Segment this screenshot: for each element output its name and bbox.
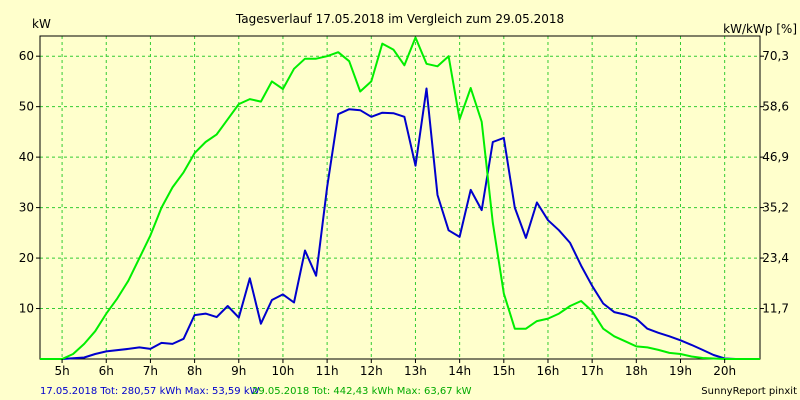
x-tick-label: 7h [143,364,158,378]
y-tick-label-right: 58,6 [762,100,789,114]
series1-summary: 17.05.2018 Tot: 280,57 kWh Max: 53,59 kW [40,386,260,397]
x-tick-label: 5h [54,364,69,378]
x-tick-label: 14h [448,364,471,378]
tick-layer: 5h 6h 7h 8h 9h 10h 11h 12h 13h 14h 15h 16h 17h 18h 19h… [19,49,789,378]
x-tick-label: 13h [404,364,427,378]
grid-layer [40,36,760,359]
y-tick-label-left: 10 [19,302,34,316]
x-tick-label: 9h [231,364,246,378]
y-tick-label-left: 20 [19,251,34,265]
x-tick-label: 11h [316,364,339,378]
credit-label: SunnyReport pinxit [701,386,797,397]
x-tick-label: 10h [272,364,295,378]
series-line-2 [40,36,760,360]
series2-summary: 29.05.2018 Tot: 442,43 kWh Max: 63,67 kW [252,386,472,397]
y-tick-label-right: 70,3 [762,49,789,63]
x-tick-label: 8h [187,364,202,378]
x-tick-label: 12h [360,364,383,378]
series-layer [40,36,760,360]
y-axis-right-label: kW/kWp [%] [723,22,797,36]
y-tick-label-left: 40 [19,150,34,164]
plot-frame [39,35,761,360]
series-line-1 [40,87,760,360]
x-tick-label: 6h [99,364,114,378]
x-tick-label: 20h [713,364,736,378]
x-tick-label: 19h [669,364,692,378]
chart-title: Tagesverlauf 17.05.2018 im Vergleich zum… [235,12,564,26]
y-tick-label-left: 30 [19,201,34,215]
y-tick-label-right: 23,4 [762,251,789,265]
x-tick-label: 18h [625,364,648,378]
x-tick-label: 16h [537,364,560,378]
x-tick-label: 17h [581,364,604,378]
y-tick-label-right: 35,2 [762,201,789,215]
y-tick-label-left: 50 [19,100,34,114]
y-tick-label-right: 11,7 [762,302,789,316]
y-tick-label-right: 46,9 [762,150,789,164]
y-axis-left-label: kW [32,17,51,31]
x-tick-label: 15h [492,364,515,378]
y-tick-label-left: 60 [19,49,34,63]
